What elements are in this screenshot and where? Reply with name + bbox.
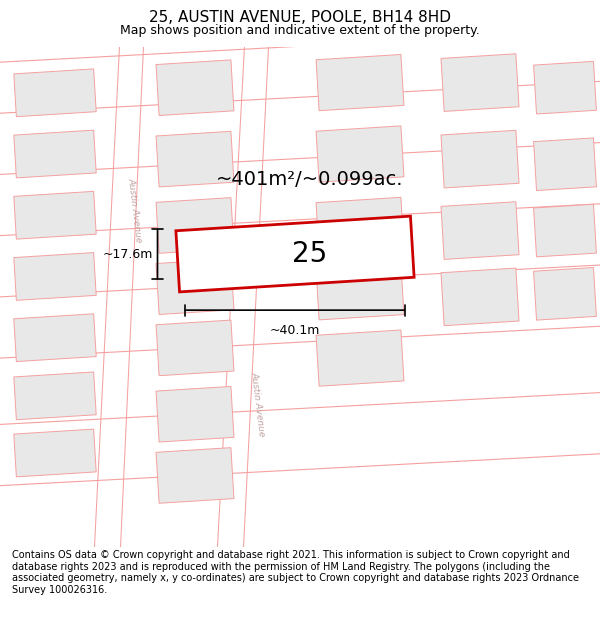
Polygon shape [14,429,96,477]
Polygon shape [441,130,519,188]
Text: ~17.6m: ~17.6m [103,248,154,261]
Polygon shape [14,69,96,117]
Text: Austin Avenue: Austin Avenue [250,371,266,437]
Polygon shape [156,320,234,376]
Polygon shape [533,268,596,320]
Polygon shape [441,268,519,326]
Polygon shape [316,330,404,386]
Polygon shape [95,47,143,547]
Polygon shape [156,131,234,187]
Text: Contains OS data © Crown copyright and database right 2021. This information is : Contains OS data © Crown copyright and d… [12,550,579,595]
Polygon shape [156,259,234,314]
Polygon shape [156,60,234,116]
Polygon shape [14,253,96,301]
Polygon shape [218,47,268,547]
Text: 25: 25 [292,240,328,268]
Polygon shape [441,202,519,259]
Polygon shape [14,372,96,420]
Text: 25, AUSTIN AVENUE, POOLE, BH14 8HD: 25, AUSTIN AVENUE, POOLE, BH14 8HD [149,10,451,25]
Polygon shape [156,448,234,503]
Text: Austin Avenue: Austin Avenue [127,177,143,243]
Polygon shape [533,61,596,114]
Text: ~40.1m: ~40.1m [270,324,320,338]
Polygon shape [441,54,519,111]
Polygon shape [14,314,96,362]
Polygon shape [316,126,404,182]
Polygon shape [156,386,234,442]
Polygon shape [533,204,596,257]
Text: Map shows position and indicative extent of the property.: Map shows position and indicative extent… [120,24,480,36]
Polygon shape [533,138,596,191]
Polygon shape [316,198,404,254]
Polygon shape [156,198,234,253]
Text: ~401m²/~0.099ac.: ~401m²/~0.099ac. [216,170,404,189]
Polygon shape [316,54,404,111]
Polygon shape [14,130,96,178]
Polygon shape [316,264,404,320]
Polygon shape [176,216,414,292]
Polygon shape [14,191,96,239]
